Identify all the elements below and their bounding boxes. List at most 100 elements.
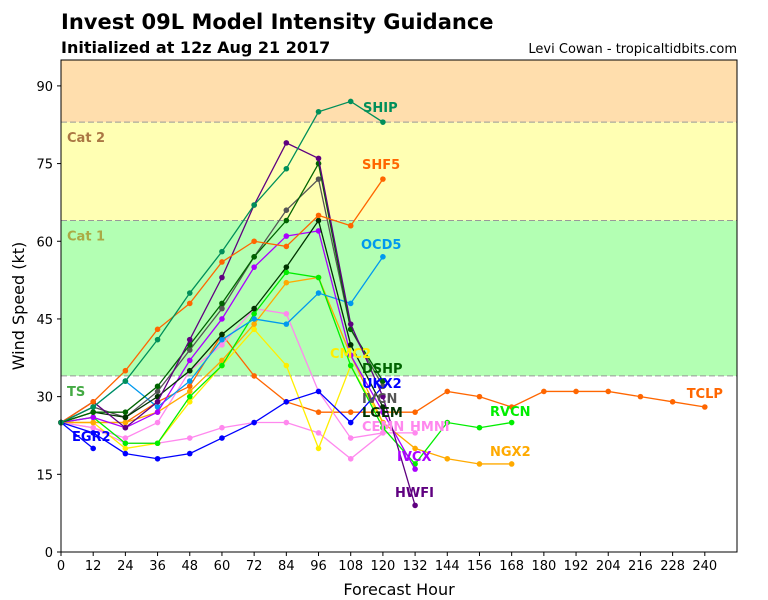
data-point-ivcn bbox=[219, 305, 225, 312]
data-point-shf5 bbox=[154, 326, 161, 333]
data-point-cmc2 bbox=[315, 445, 322, 452]
data-point-hwfi bbox=[186, 336, 193, 343]
data-point-ukx2 bbox=[251, 419, 257, 426]
x-tick-label: 108 bbox=[338, 559, 363, 574]
data-point-cemn bbox=[347, 435, 354, 441]
data-point-rvcn bbox=[508, 419, 515, 426]
x-tick-label: 60 bbox=[214, 559, 231, 574]
data-point-ocd5 bbox=[186, 378, 193, 384]
series-label-hmni: HMNI bbox=[410, 420, 450, 435]
data-point-shf5 bbox=[315, 212, 322, 219]
data-point-ivcx bbox=[219, 316, 225, 322]
data-point-rvcn bbox=[476, 424, 483, 431]
credit: Levi Cowan - tropicaltidbits.com bbox=[528, 42, 737, 57]
data-point-ngx2 bbox=[476, 461, 483, 467]
series-label-cemn: CEMN bbox=[362, 420, 404, 435]
x-tick-label: 240 bbox=[692, 559, 717, 574]
data-point-dshp bbox=[219, 300, 225, 307]
y-tick-label: 45 bbox=[36, 313, 53, 328]
data-point-hmni bbox=[347, 455, 354, 462]
data-point-tclp bbox=[315, 409, 322, 415]
data-point-cemn bbox=[122, 435, 129, 441]
data-point-ship bbox=[347, 98, 354, 105]
data-point-hmni bbox=[219, 424, 225, 431]
data-point-ngx2 bbox=[122, 419, 129, 426]
data-point-ivcx bbox=[315, 228, 322, 234]
data-point-ivcx bbox=[347, 352, 354, 359]
band-cat-1 bbox=[61, 122, 737, 221]
data-point-rvcn bbox=[186, 393, 193, 400]
data-point-tclp bbox=[444, 388, 451, 395]
data-point-ngx2 bbox=[90, 419, 96, 426]
data-point-tclp bbox=[251, 373, 257, 379]
series-label-hwfi: HWFI bbox=[395, 486, 434, 501]
data-point-rvcn bbox=[251, 310, 257, 317]
series-line-ivcx bbox=[60, 230, 416, 470]
data-point-ocd5 bbox=[283, 321, 290, 327]
data-point-shf5 bbox=[347, 222, 354, 229]
y-tick-label: 30 bbox=[36, 391, 53, 406]
data-point-dshp bbox=[380, 378, 386, 384]
series-label-tclp: TCLP bbox=[687, 387, 723, 402]
x-tick-label: 96 bbox=[310, 559, 327, 574]
data-point-shf5 bbox=[380, 176, 386, 182]
x-tick-label: 72 bbox=[246, 559, 263, 574]
band-label: TS bbox=[67, 385, 85, 400]
x-tick-label: 12 bbox=[85, 559, 102, 574]
series-label-dshp: DSHP bbox=[362, 362, 403, 377]
x-tick-label: 24 bbox=[117, 559, 134, 574]
data-point-ship bbox=[219, 248, 225, 255]
data-point-ivcn bbox=[283, 207, 290, 213]
x-tick-label: 192 bbox=[564, 559, 589, 574]
data-point-ship bbox=[90, 404, 96, 410]
series-label-ship: SHIP bbox=[363, 101, 398, 116]
data-point-ivcn bbox=[186, 347, 193, 353]
data-point-tclp bbox=[541, 388, 547, 395]
data-point-hwfi bbox=[154, 399, 161, 405]
data-point-ivcx bbox=[90, 414, 96, 421]
data-point-ivcx bbox=[186, 357, 193, 364]
data-point-hwfi bbox=[347, 321, 354, 327]
data-point-tclp bbox=[573, 388, 579, 395]
data-point-lgem bbox=[347, 342, 354, 348]
data-point-dshp bbox=[90, 409, 96, 415]
data-point-rvcn bbox=[154, 440, 161, 447]
data-point-tclp bbox=[476, 393, 483, 400]
data-point-lgem bbox=[251, 305, 257, 312]
data-point-cemn bbox=[380, 430, 386, 436]
data-point-ocd5 bbox=[219, 336, 225, 343]
x-tick-label: 228 bbox=[660, 559, 685, 574]
data-point-hwfi bbox=[283, 140, 290, 146]
data-point-tclp bbox=[508, 404, 515, 410]
data-point-cmc2 bbox=[251, 326, 257, 333]
y-tick-label: 0 bbox=[45, 546, 53, 561]
data-point-rvcn bbox=[315, 274, 322, 281]
data-point-ship bbox=[380, 119, 386, 125]
series-label-shf5: SHF5 bbox=[362, 158, 400, 173]
series-label-ngx2: NGX2 bbox=[490, 445, 531, 460]
data-point-ship bbox=[315, 108, 322, 115]
x-tick-label: 120 bbox=[370, 559, 395, 574]
data-point-dshp bbox=[122, 409, 129, 415]
data-point-tclp bbox=[605, 388, 612, 395]
data-point-hwfi bbox=[315, 155, 322, 162]
data-point-egr2 bbox=[90, 445, 96, 452]
data-point-ivcn bbox=[154, 388, 161, 395]
chart-title: Invest 09L Model Intensity Guidance bbox=[61, 10, 494, 34]
data-point-tclp bbox=[702, 404, 708, 410]
data-point-ocd5 bbox=[347, 300, 354, 307]
data-point-ship bbox=[283, 165, 290, 172]
x-tick-label: 48 bbox=[181, 559, 198, 574]
data-point-lgem bbox=[219, 331, 225, 338]
data-point-shf5 bbox=[283, 243, 290, 250]
data-point-rvcn bbox=[219, 362, 225, 369]
x-tick-label: 204 bbox=[596, 559, 621, 574]
series-label-lgem: LGEM bbox=[362, 406, 403, 421]
data-point-hmni bbox=[315, 430, 322, 436]
data-point-hmni bbox=[412, 430, 418, 436]
series-label-ivcx: IVCX bbox=[397, 450, 431, 465]
data-point-cemn bbox=[154, 419, 161, 426]
data-point-ngx2 bbox=[508, 461, 515, 467]
data-point-hmni bbox=[283, 419, 290, 426]
